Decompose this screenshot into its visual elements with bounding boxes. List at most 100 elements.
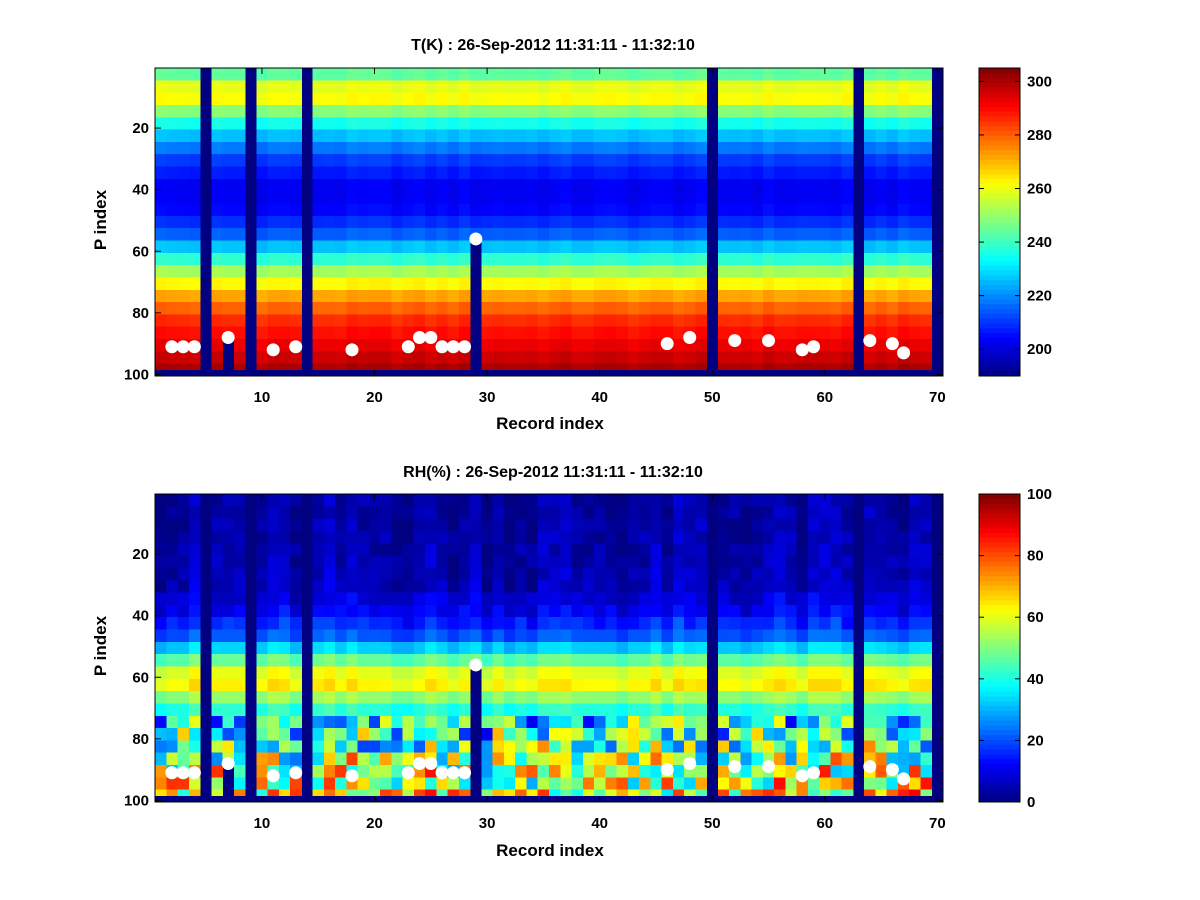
heatmap-cell [639, 314, 651, 328]
heatmap-cell [549, 629, 561, 643]
heatmap-cell [650, 789, 662, 797]
heatmap-cell [886, 740, 899, 754]
colorbar-step [979, 705, 1020, 711]
heatmap-cell [537, 314, 550, 328]
heatmap-cell [166, 777, 178, 791]
heatmap-cell [751, 592, 764, 606]
heatmap-cell [368, 666, 381, 680]
heatmap-cell [312, 543, 325, 556]
heatmap-cell [841, 326, 854, 340]
heatmap-cell [335, 191, 347, 204]
heatmap-cell [909, 715, 921, 729]
heatmap-cell [729, 277, 741, 291]
heatmap-cell [920, 654, 933, 667]
heatmap-cell [684, 129, 696, 143]
heatmap-cell [233, 580, 246, 593]
heatmap-cell [537, 302, 550, 315]
heatmap-cell [841, 215, 854, 229]
heatmap-cell [796, 530, 809, 544]
heatmap-cell [729, 141, 741, 155]
heatmap-cell [436, 654, 449, 667]
heatmap-cell [357, 314, 370, 328]
heatmap-cell [503, 92, 516, 106]
heatmap-cell [717, 289, 730, 303]
heatmap-cell [807, 567, 820, 581]
heatmap-cell [639, 240, 651, 254]
heatmap-cell [155, 277, 167, 291]
heatmap-cell [560, 752, 572, 766]
heatmap-cell [549, 252, 561, 266]
heatmap-cell [729, 351, 741, 365]
heatmap-cell [380, 240, 392, 254]
heatmap-cell [267, 178, 280, 192]
heatmap-cell [582, 703, 595, 717]
heatmap-cell [875, 265, 888, 278]
heatmap-cell [807, 129, 820, 143]
heatmap-cell [875, 580, 888, 593]
heatmap-cell [413, 740, 426, 754]
heatmap-cell [402, 506, 415, 520]
heatmap-cell [335, 530, 347, 544]
heatmap-cell [222, 567, 235, 581]
heatmap-cell [188, 543, 201, 556]
heatmap-cell [639, 518, 651, 532]
heatmap-cell [526, 228, 539, 241]
heatmap-cell [920, 117, 933, 130]
heatmap-cell [661, 80, 674, 94]
heatmap-cell [909, 326, 921, 340]
heatmap-cell [188, 678, 201, 692]
heatmap-cell [492, 703, 505, 717]
heatmap-cell [312, 506, 325, 520]
heatmap-cell [650, 641, 662, 655]
x-tick-label: 20 [366, 389, 383, 406]
heatmap-cell [886, 203, 899, 217]
heatmap-cell [357, 641, 370, 655]
heatmap-cell [458, 68, 471, 81]
heatmap-cell [537, 654, 550, 667]
heatmap-cell [413, 703, 426, 717]
heatmap-cell [155, 68, 167, 81]
heatmap-cell [616, 326, 629, 340]
heatmap-cell [785, 351, 798, 365]
heatmap-cell [368, 351, 381, 365]
heatmap-cell [391, 191, 404, 204]
heatmap-cell [605, 339, 617, 352]
heatmap-cell [402, 191, 415, 204]
heatmap-cell [886, 617, 899, 630]
heatmap-cell [785, 166, 798, 180]
x-tick-label: 40 [591, 815, 608, 832]
heatmap-cell [717, 604, 730, 618]
heatmap-cell [560, 506, 572, 520]
heatmap-cell [650, 215, 662, 229]
heatmap-cell [886, 506, 899, 520]
heatmap-cell [785, 289, 798, 303]
heatmap-cell [841, 728, 854, 741]
heatmap-cell [594, 314, 606, 328]
heatmap-cell [425, 351, 437, 365]
heatmap-cell [560, 302, 572, 315]
heatmap-cell [526, 789, 539, 797]
heatmap-cell [413, 592, 426, 606]
heatmap-cell [886, 166, 899, 180]
heatmap-cell [605, 80, 617, 94]
heatmap-cell [503, 129, 516, 143]
heatmap-cell [695, 691, 707, 704]
heatmap-cell [323, 641, 336, 655]
heatmap-cell [841, 203, 854, 217]
heatmap-cell [515, 228, 527, 241]
heatmap-cell [819, 740, 831, 754]
heatmap-cell [740, 314, 753, 328]
heatmap-cell [470, 506, 482, 520]
heatmap-cell [492, 777, 505, 791]
heatmap-cell [290, 326, 302, 340]
x-tick-label: 70 [929, 389, 946, 406]
heatmap-cell [267, 592, 280, 606]
heatmap [155, 68, 943, 376]
heatmap-cell [391, 555, 404, 569]
heatmap-cell [436, 703, 449, 717]
heatmap-cell [155, 494, 167, 507]
heatmap-cell [897, 240, 910, 254]
heatmap-cell [672, 494, 685, 507]
heatmap-cell [594, 351, 606, 365]
heatmap-cell [357, 240, 370, 254]
